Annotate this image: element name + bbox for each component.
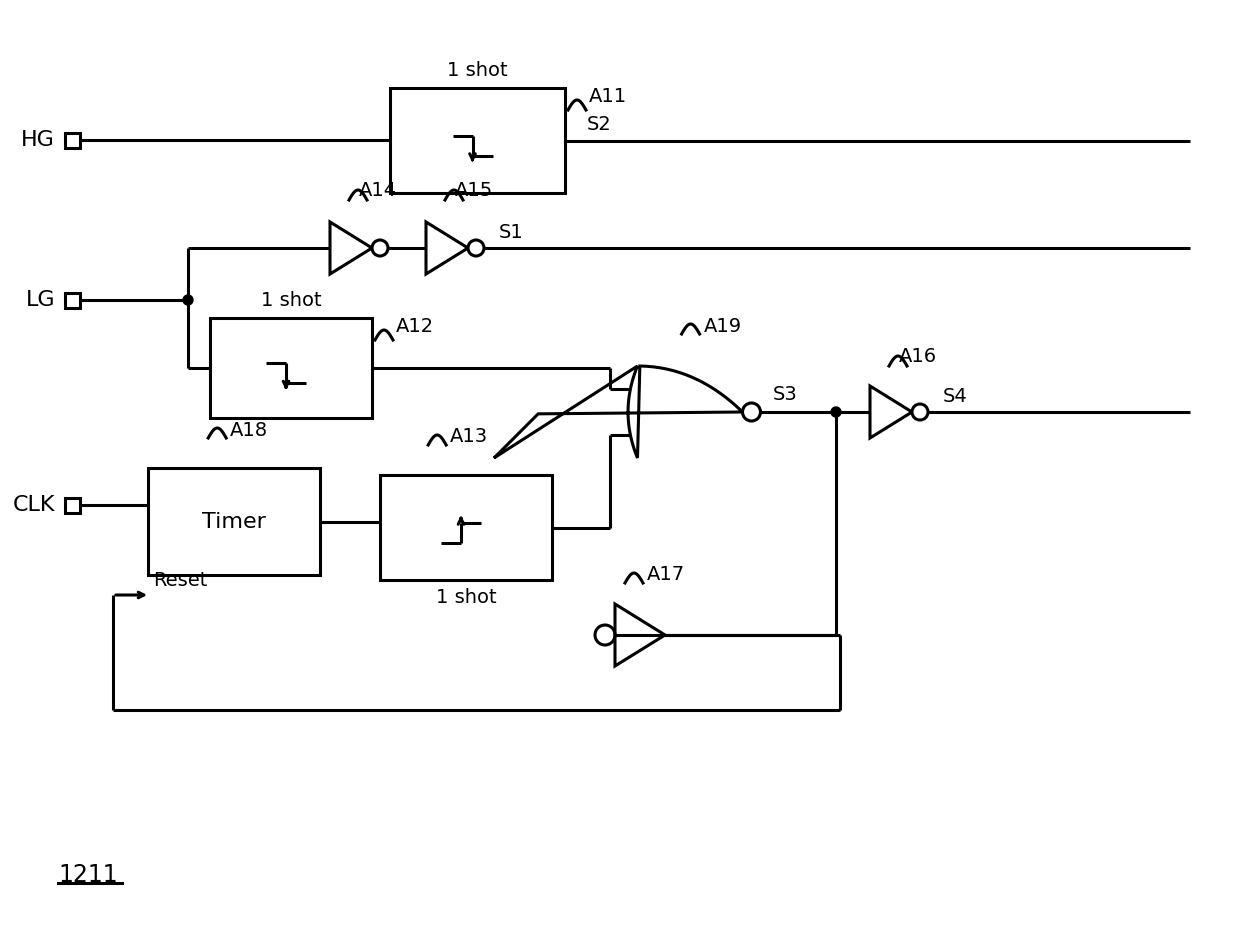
Text: A16: A16 bbox=[899, 347, 937, 367]
Text: A13: A13 bbox=[450, 427, 489, 446]
Text: 1 shot: 1 shot bbox=[448, 61, 508, 80]
Text: A14: A14 bbox=[360, 182, 397, 201]
Text: Reset: Reset bbox=[153, 571, 207, 590]
Text: A12: A12 bbox=[396, 316, 434, 335]
Text: A17: A17 bbox=[647, 565, 686, 585]
Text: A18: A18 bbox=[231, 421, 268, 440]
Text: S3: S3 bbox=[773, 385, 797, 404]
Circle shape bbox=[831, 407, 841, 417]
Bar bbox=[64, 292, 79, 307]
Text: HG: HG bbox=[21, 130, 55, 150]
Circle shape bbox=[372, 240, 388, 256]
Text: Timer: Timer bbox=[202, 511, 265, 531]
Circle shape bbox=[184, 295, 193, 305]
Circle shape bbox=[743, 403, 760, 421]
Text: 1 shot: 1 shot bbox=[435, 588, 496, 607]
Text: A15: A15 bbox=[455, 182, 494, 201]
Bar bbox=[391, 88, 565, 193]
Text: S2: S2 bbox=[587, 115, 611, 134]
Bar bbox=[210, 318, 372, 418]
Text: S4: S4 bbox=[942, 387, 967, 406]
Text: A11: A11 bbox=[589, 87, 627, 106]
Text: 1211: 1211 bbox=[58, 863, 118, 887]
Text: 1 shot: 1 shot bbox=[260, 291, 321, 310]
Text: S1: S1 bbox=[498, 223, 523, 242]
Text: CLK: CLK bbox=[12, 495, 55, 515]
Bar bbox=[148, 468, 320, 575]
Circle shape bbox=[595, 625, 615, 645]
Bar bbox=[64, 132, 79, 148]
Circle shape bbox=[911, 404, 928, 420]
Circle shape bbox=[467, 240, 484, 256]
Text: LG: LG bbox=[25, 290, 55, 310]
Text: A19: A19 bbox=[703, 316, 742, 335]
Bar bbox=[379, 475, 552, 580]
Bar bbox=[64, 498, 79, 512]
